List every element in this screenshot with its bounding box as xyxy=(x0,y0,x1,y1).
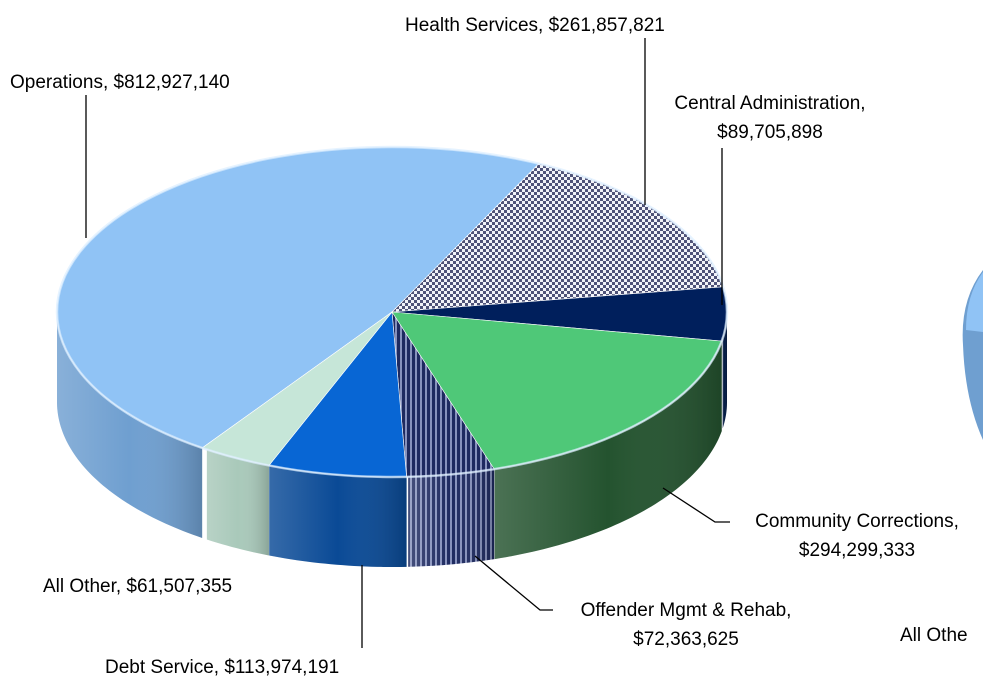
pie-tops xyxy=(55,145,729,479)
label-debt-service: Debt Service, $113,974,191 xyxy=(105,657,339,678)
label-community-corrections-line-2: $294,299,333 xyxy=(799,540,915,561)
label-operations: Operations, $812,927,140 xyxy=(10,72,230,93)
pie-side-shade-community-corrections xyxy=(494,341,722,560)
label-community-corrections-line-1: Community Corrections, xyxy=(755,511,959,532)
slice-labels: Operations, $812,927,140 Health Services,… xyxy=(10,15,959,678)
label-central-administration-line-1: Central Administration, xyxy=(674,93,865,114)
pie-side-shade-central-administration xyxy=(722,312,727,429)
pie-side-shade-offender-mgmt-rehab xyxy=(408,469,495,567)
pie-side-shade-debt-service xyxy=(269,465,407,567)
leader-offender-mgmt-rehab xyxy=(474,555,553,611)
label-offender-mgmt-rehab-line-1: Offender Mgmt & Rehab, xyxy=(581,600,792,621)
second-pie-partial xyxy=(962,270,983,440)
pie-sides xyxy=(57,312,727,567)
pie-side-shade-operations xyxy=(57,313,203,538)
pie-side-shade-all-other xyxy=(206,449,269,556)
leader-community-corrections xyxy=(662,487,730,523)
partial-label: All Othe xyxy=(900,625,968,646)
pie-rim xyxy=(55,145,729,479)
label-central-administration-line-2: $89,705,898 xyxy=(717,122,823,143)
leader-lines xyxy=(85,38,730,648)
label-offender-mgmt-rehab-line-2: $72,363,625 xyxy=(633,629,739,650)
label-health-services: Health Services, $261,857,821 xyxy=(405,15,665,36)
label-all-other: All Other, $61,507,355 xyxy=(43,576,232,597)
